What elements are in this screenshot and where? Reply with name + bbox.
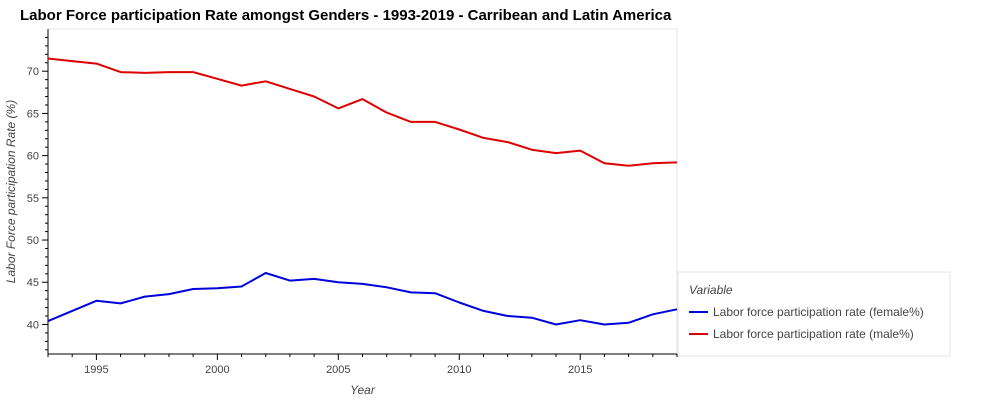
x-tick-label: 2010 — [447, 364, 471, 376]
x-tick-label: 2005 — [326, 364, 350, 376]
legend-label-female: Labor force participation rate (female%) — [713, 305, 924, 319]
plot-frame — [47, 28, 678, 355]
y-tick-label: 70 — [27, 66, 39, 78]
y-tick-label: 60 — [27, 151, 39, 163]
y-tick-label: 65 — [27, 108, 39, 120]
series-line-male — [47, 57, 678, 167]
y-tick-label: 45 — [27, 277, 39, 289]
legend-title: Variable — [689, 283, 733, 297]
y-tick-label: 50 — [27, 235, 39, 247]
x-axis-label: Year — [350, 383, 376, 397]
x-tick-label: 2000 — [205, 364, 229, 376]
x-tick-label: 2015 — [568, 364, 592, 376]
y-axis-label: Labor Force participation Rate (%) — [4, 100, 18, 283]
y-tick-label: 40 — [27, 319, 39, 331]
y-tick-label: 55 — [27, 193, 39, 205]
legend-label-male: Labor force participation rate (male%) — [713, 327, 914, 341]
legend-box — [677, 271, 951, 357]
chart-title: Labor Force participation Rate amongst G… — [20, 7, 672, 24]
x-tick-label: 1995 — [84, 364, 108, 376]
series-line-female — [47, 272, 678, 326]
